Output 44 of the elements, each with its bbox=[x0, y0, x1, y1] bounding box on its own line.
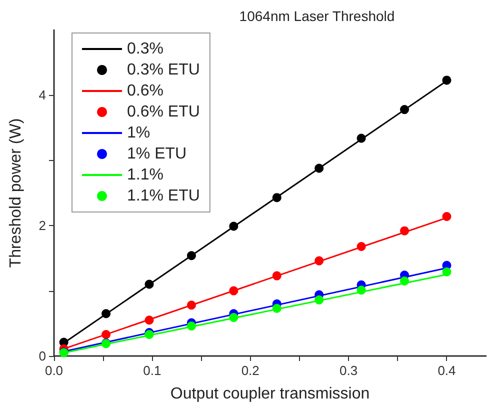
point bbox=[314, 295, 324, 304]
point bbox=[356, 286, 366, 295]
point bbox=[272, 193, 282, 202]
x-tick-label: 0.0 bbox=[44, 363, 64, 378]
legend-label: 1.1% bbox=[127, 166, 164, 184]
x-tick-label: 0.2 bbox=[241, 363, 260, 378]
x-tick-label: 0.3 bbox=[340, 363, 358, 378]
y-tick-label: 0 bbox=[38, 348, 46, 364]
y-tick-label: 4 bbox=[38, 88, 46, 103]
legend-label: 1% ETU bbox=[127, 146, 187, 162]
point bbox=[442, 212, 452, 221]
x-tick-label: 0.1 bbox=[143, 363, 162, 378]
point bbox=[442, 267, 452, 276]
point bbox=[229, 222, 238, 231]
point bbox=[400, 105, 410, 114]
point bbox=[186, 300, 196, 310]
point bbox=[229, 313, 238, 322]
chart-title: 1064nm Laser Threshold bbox=[239, 8, 395, 24]
point bbox=[186, 251, 196, 260]
legend-label: 1.1% ETU bbox=[127, 188, 200, 204]
point bbox=[186, 322, 196, 331]
y-axis-title: Threshold power (W) bbox=[8, 118, 24, 268]
y-tick-label: 2 bbox=[38, 218, 46, 234]
point bbox=[356, 134, 366, 143]
legend-label: 0.6% bbox=[127, 82, 164, 100]
point bbox=[272, 271, 282, 280]
x-axis-title: Output coupler transmission bbox=[170, 386, 370, 402]
point bbox=[400, 226, 410, 236]
point bbox=[144, 316, 154, 325]
legend-label: 0.3% bbox=[127, 40, 164, 58]
legend-label: 1% bbox=[127, 124, 150, 142]
point bbox=[144, 280, 154, 289]
point bbox=[229, 286, 238, 296]
point bbox=[356, 242, 366, 251]
point bbox=[442, 76, 452, 85]
legend-label: 0.6% ETU bbox=[127, 104, 200, 120]
point bbox=[272, 304, 282, 313]
point bbox=[102, 309, 111, 318]
point bbox=[314, 256, 324, 266]
point bbox=[102, 330, 111, 339]
x-tick-label: 0.4 bbox=[438, 363, 456, 378]
legend-label: 0.3% ETU bbox=[127, 62, 200, 78]
point bbox=[400, 276, 410, 286]
point bbox=[314, 164, 324, 173]
